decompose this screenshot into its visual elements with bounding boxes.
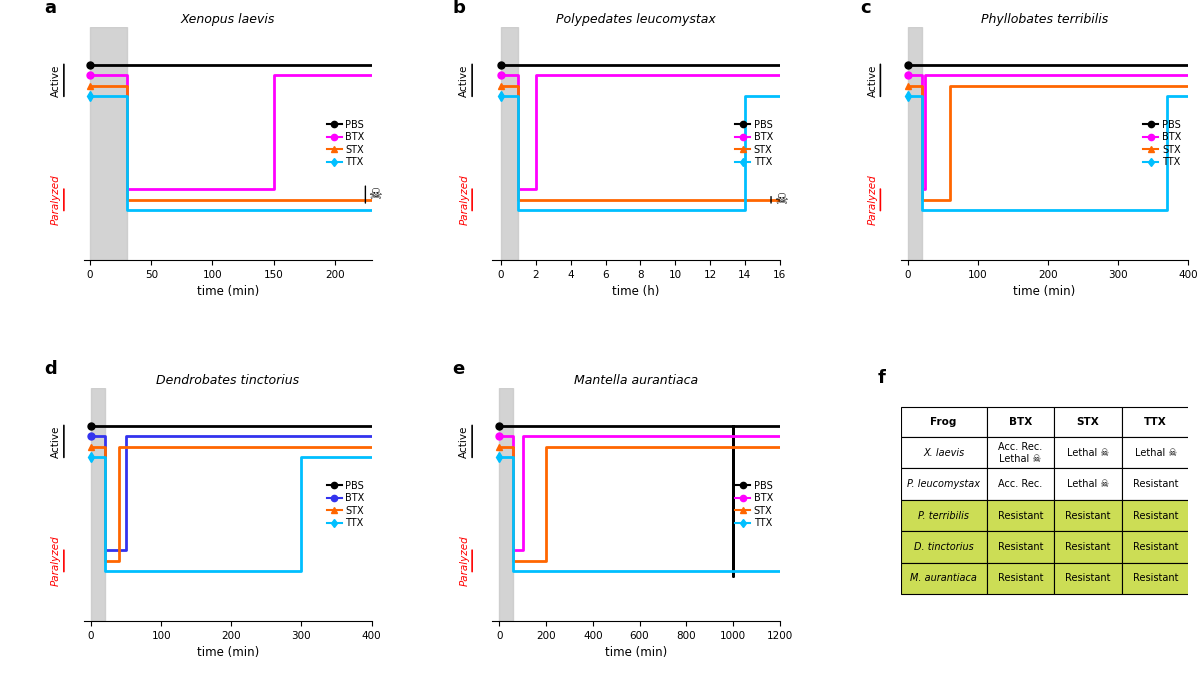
Text: b: b	[452, 0, 464, 17]
FancyBboxPatch shape	[1122, 468, 1189, 500]
X-axis label: time (h): time (h)	[612, 286, 660, 298]
Text: Active: Active	[52, 64, 61, 97]
FancyBboxPatch shape	[986, 468, 1055, 500]
FancyBboxPatch shape	[1122, 437, 1189, 468]
Text: X. laevis: X. laevis	[923, 448, 965, 458]
FancyBboxPatch shape	[986, 563, 1055, 594]
FancyBboxPatch shape	[900, 468, 986, 500]
Text: Paralyzed: Paralyzed	[52, 174, 61, 225]
Text: Resistant: Resistant	[1133, 574, 1178, 583]
Bar	[91, 388, 106, 621]
Text: Resistant: Resistant	[997, 542, 1043, 552]
FancyBboxPatch shape	[1055, 437, 1122, 468]
FancyBboxPatch shape	[1055, 468, 1122, 500]
Text: Active: Active	[868, 64, 877, 97]
Text: Resistant: Resistant	[1066, 574, 1111, 583]
Text: Resistant: Resistant	[997, 510, 1043, 520]
Title: Polypedates leucomystax: Polypedates leucomystax	[556, 13, 716, 26]
Text: Acc. Rec.: Acc. Rec.	[998, 479, 1043, 489]
Bar	[499, 388, 514, 621]
Text: Resistant: Resistant	[1066, 510, 1111, 520]
FancyBboxPatch shape	[1122, 407, 1189, 437]
FancyBboxPatch shape	[1055, 531, 1122, 563]
Text: Lethal ☠: Lethal ☠	[1067, 448, 1109, 458]
Text: Lethal ☠: Lethal ☠	[1134, 448, 1177, 458]
Text: Paralyzed: Paralyzed	[52, 535, 61, 587]
Text: Resistant: Resistant	[997, 574, 1043, 583]
Title: Mantella aurantiaca: Mantella aurantiaca	[574, 374, 698, 387]
Text: Acc. Rec.
Lethal ☠: Acc. Rec. Lethal ☠	[998, 442, 1043, 464]
FancyBboxPatch shape	[900, 407, 986, 437]
FancyBboxPatch shape	[986, 500, 1055, 531]
Bar	[500, 27, 518, 260]
Text: Active: Active	[460, 425, 469, 458]
Title: Xenopus laevis: Xenopus laevis	[180, 13, 275, 26]
Text: Resistant: Resistant	[1133, 542, 1178, 552]
FancyBboxPatch shape	[1055, 500, 1122, 531]
FancyBboxPatch shape	[900, 563, 986, 594]
Legend: PBS, BTX, STX, TTX: PBS, BTX, STX, TTX	[325, 479, 367, 530]
FancyBboxPatch shape	[1055, 407, 1122, 437]
Legend: PBS, BTX, STX, TTX: PBS, BTX, STX, TTX	[325, 118, 367, 169]
Text: Frog: Frog	[930, 417, 956, 427]
FancyBboxPatch shape	[986, 407, 1055, 437]
FancyBboxPatch shape	[1122, 563, 1189, 594]
Legend: PBS, BTX, STX, TTX: PBS, BTX, STX, TTX	[733, 479, 775, 530]
Text: Active: Active	[460, 64, 469, 97]
FancyBboxPatch shape	[900, 500, 986, 531]
Text: a: a	[43, 0, 55, 17]
Text: Resistant: Resistant	[1066, 542, 1111, 552]
Text: Resistant: Resistant	[1133, 510, 1178, 520]
FancyBboxPatch shape	[1122, 500, 1189, 531]
Text: Active: Active	[52, 425, 61, 458]
Text: ☠: ☠	[368, 187, 382, 202]
Text: Lethal ☠: Lethal ☠	[1067, 479, 1109, 489]
FancyBboxPatch shape	[1055, 563, 1122, 594]
Bar	[90, 27, 127, 260]
X-axis label: time (min): time (min)	[197, 286, 259, 298]
X-axis label: time (min): time (min)	[197, 646, 259, 659]
Legend: PBS, BTX, STX, TTX: PBS, BTX, STX, TTX	[1141, 118, 1183, 169]
Legend: PBS, BTX, STX, TTX: PBS, BTX, STX, TTX	[733, 118, 775, 169]
X-axis label: time (min): time (min)	[1013, 286, 1075, 298]
FancyBboxPatch shape	[1122, 531, 1189, 563]
Title: Phyllobates terribilis: Phyllobates terribilis	[980, 13, 1108, 26]
Text: Paralyzed: Paralyzed	[460, 535, 469, 587]
Text: d: d	[43, 360, 56, 378]
Text: D. tinctorius: D. tinctorius	[913, 542, 973, 552]
Bar	[907, 27, 922, 260]
Text: Resistant: Resistant	[1133, 479, 1178, 489]
Text: M. aurantiaca: M. aurantiaca	[910, 574, 977, 583]
FancyBboxPatch shape	[986, 531, 1055, 563]
Text: P. leucomystax: P. leucomystax	[907, 479, 980, 489]
Text: ☠: ☠	[774, 192, 787, 207]
FancyBboxPatch shape	[986, 437, 1055, 468]
X-axis label: time (min): time (min)	[605, 646, 667, 659]
FancyBboxPatch shape	[900, 531, 986, 563]
Text: e: e	[452, 360, 464, 378]
FancyBboxPatch shape	[900, 437, 986, 468]
Text: f: f	[877, 369, 886, 387]
Text: BTX: BTX	[1009, 417, 1032, 427]
Text: Paralyzed: Paralyzed	[460, 174, 469, 225]
Text: Paralyzed: Paralyzed	[868, 174, 877, 225]
Text: c: c	[860, 0, 871, 17]
Text: STX: STX	[1076, 417, 1099, 427]
Title: Dendrobates tinctorius: Dendrobates tinctorius	[156, 374, 299, 387]
Text: P. terribilis: P. terribilis	[918, 510, 970, 520]
Text: TTX: TTX	[1145, 417, 1168, 427]
